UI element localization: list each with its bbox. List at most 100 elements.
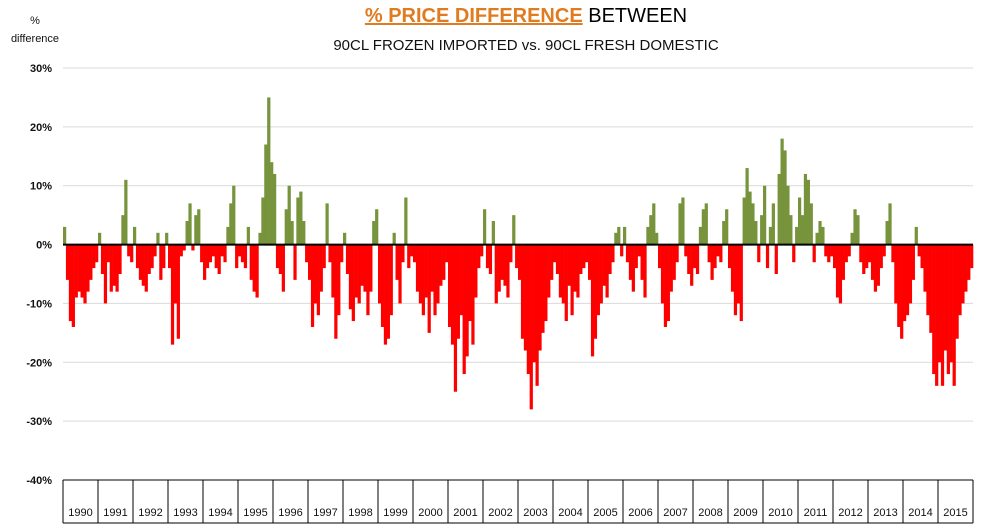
bar: [585, 244, 589, 263]
bar: [95, 244, 99, 263]
bars: [63, 97, 974, 410]
bar: [243, 244, 248, 269]
bar: [89, 244, 93, 280]
bar: [354, 244, 358, 298]
bar: [494, 244, 498, 304]
bar: [337, 244, 341, 316]
bar: [827, 244, 831, 263]
bar: [366, 244, 370, 316]
bar: [313, 244, 318, 304]
bar: [439, 244, 443, 286]
bar: [736, 244, 740, 304]
y-tick-label: -20%: [26, 357, 52, 369]
x-tick-label: 2000: [418, 507, 442, 519]
x-tick-label: 1993: [173, 507, 197, 519]
bar: [445, 244, 449, 263]
bar: [290, 221, 294, 245]
x-tick-label: 1998: [348, 507, 372, 519]
bar: [713, 244, 717, 269]
x-tick-label: 2005: [593, 507, 617, 519]
x-tick-label: 1997: [313, 507, 337, 519]
bar: [675, 244, 679, 263]
bar: [876, 244, 880, 286]
bar: [208, 244, 213, 263]
bar: [777, 173, 781, 245]
axes: [62, 243, 974, 524]
bar: [258, 232, 262, 245]
x-tick-label: 1995: [243, 507, 267, 519]
bar: [649, 215, 653, 245]
bar: [905, 244, 910, 316]
bar: [859, 244, 863, 263]
bar: [372, 221, 376, 245]
bar: [468, 244, 472, 322]
bar: [92, 244, 96, 269]
bar: [526, 244, 530, 375]
chart-title: % PRICE DIFFERENCE BETWEEN 90CL FROZEN I…: [333, 5, 719, 54]
y-tick-label: 30%: [30, 63, 52, 75]
bar: [430, 244, 434, 292]
bar: [917, 244, 921, 257]
bar: [170, 244, 175, 345]
bar: [897, 244, 901, 327]
title-rest: BETWEEN: [583, 5, 687, 27]
bar: [768, 226, 773, 245]
bar: [868, 244, 872, 263]
bar: [672, 244, 676, 280]
bar: [121, 215, 125, 245]
bar: [529, 244, 533, 410]
bar: [80, 244, 84, 298]
y-tick-label: 10%: [30, 181, 52, 193]
bar: [728, 244, 732, 269]
bar: [733, 244, 738, 316]
bar: [281, 244, 285, 292]
bar: [716, 244, 720, 257]
bar: [308, 244, 312, 280]
bar: [65, 244, 70, 280]
x-tick-label: 2008: [698, 507, 722, 519]
bar: [474, 244, 478, 298]
bar: [891, 244, 895, 263]
bar: [194, 215, 198, 245]
bar: [176, 244, 180, 339]
bar: [488, 244, 493, 274]
bar: [398, 244, 402, 304]
bar: [573, 244, 577, 292]
bar: [544, 244, 548, 322]
bar: [742, 197, 746, 245]
bar: [386, 244, 390, 339]
bar: [112, 244, 116, 286]
bar: [273, 173, 277, 245]
bar: [380, 244, 385, 327]
bar: [503, 244, 507, 286]
bar: [812, 244, 816, 263]
bar: [943, 244, 948, 351]
bar: [693, 244, 697, 269]
bar: [695, 244, 700, 274]
bar: [760, 215, 764, 245]
bar: [553, 244, 557, 263]
bar: [404, 197, 408, 245]
bar: [310, 244, 315, 327]
bar: [378, 244, 382, 304]
bar: [938, 244, 942, 363]
bar: [809, 203, 813, 245]
bar: [401, 244, 405, 263]
bar: [141, 244, 145, 286]
bar: [410, 244, 414, 257]
bar: [497, 244, 501, 292]
bar: [182, 244, 186, 251]
bar: [935, 244, 939, 386]
bar: [646, 226, 650, 245]
bar: [719, 244, 723, 263]
bar: [459, 244, 463, 316]
bar: [319, 244, 323, 292]
bar: [722, 221, 726, 245]
bar: [885, 221, 889, 245]
bar: [179, 244, 183, 257]
y-tick-label: -40%: [26, 475, 52, 487]
bar: [538, 244, 542, 351]
bar: [765, 244, 770, 269]
bar: [882, 244, 886, 257]
bar: [334, 244, 338, 339]
